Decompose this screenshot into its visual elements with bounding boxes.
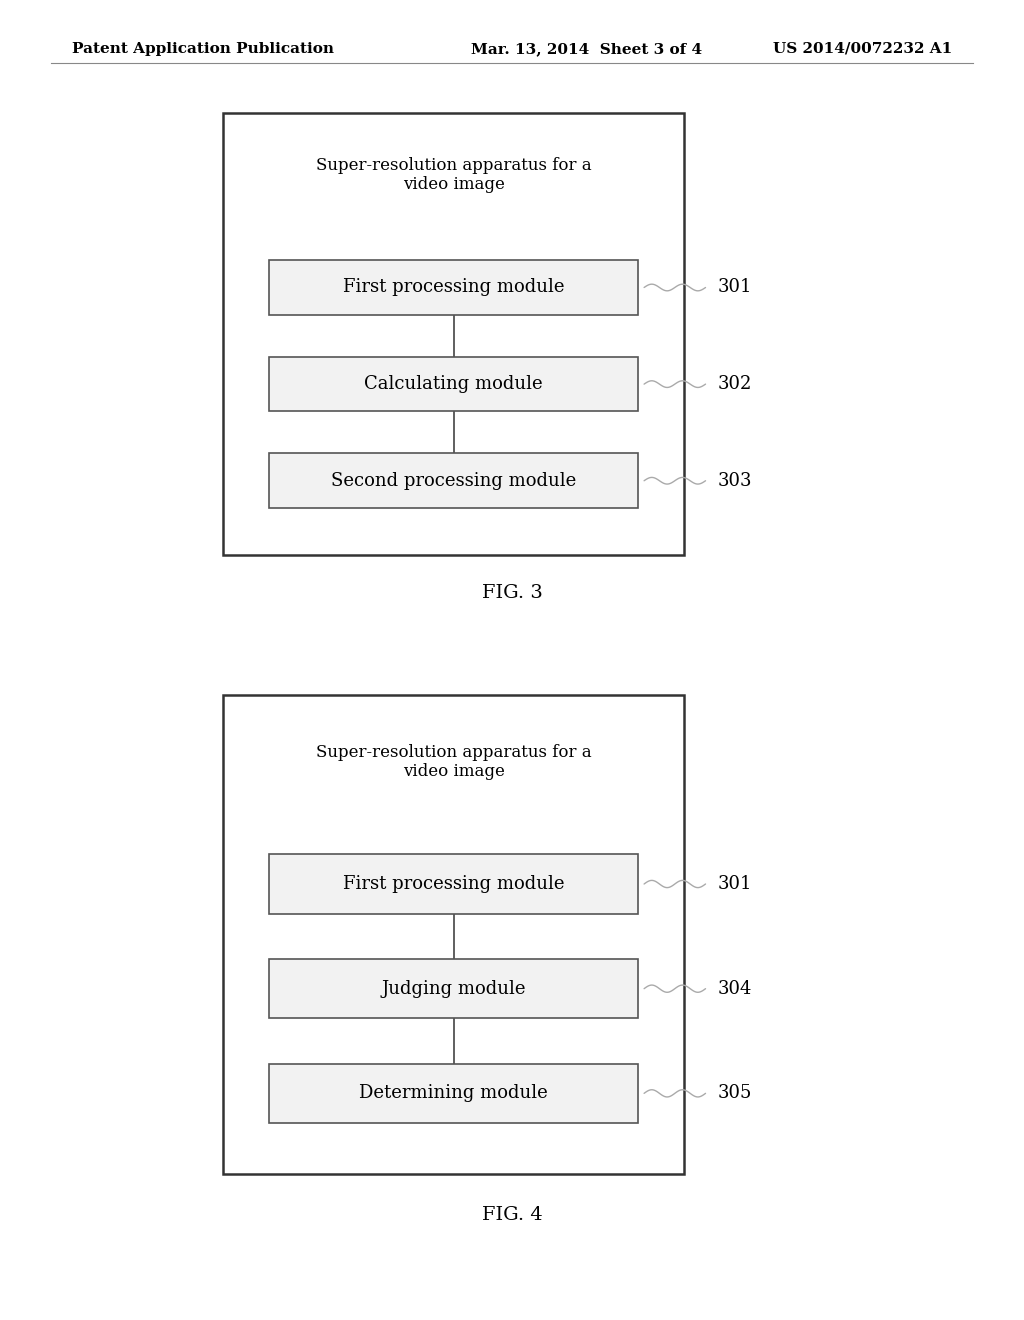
Text: First processing module: First processing module	[343, 279, 564, 297]
Text: 303: 303	[718, 471, 753, 490]
FancyBboxPatch shape	[269, 454, 638, 508]
FancyBboxPatch shape	[269, 356, 638, 412]
Text: Patent Application Publication: Patent Application Publication	[72, 42, 334, 55]
Text: 301: 301	[718, 875, 753, 894]
Text: 305: 305	[718, 1084, 753, 1102]
Text: Judging module: Judging module	[381, 979, 526, 998]
Text: 302: 302	[718, 375, 753, 393]
Text: FIG. 4: FIG. 4	[481, 1206, 543, 1224]
Text: Super-resolution apparatus for a
video image: Super-resolution apparatus for a video i…	[315, 744, 592, 780]
Text: First processing module: First processing module	[343, 875, 564, 894]
Text: US 2014/0072232 A1: US 2014/0072232 A1	[773, 42, 952, 55]
FancyBboxPatch shape	[269, 1064, 638, 1123]
Text: FIG. 3: FIG. 3	[481, 585, 543, 602]
FancyBboxPatch shape	[223, 696, 684, 1173]
Text: Determining module: Determining module	[359, 1084, 548, 1102]
FancyBboxPatch shape	[269, 260, 638, 315]
FancyBboxPatch shape	[223, 114, 684, 556]
Text: Second processing module: Second processing module	[331, 471, 577, 490]
Text: Mar. 13, 2014  Sheet 3 of 4: Mar. 13, 2014 Sheet 3 of 4	[471, 42, 702, 55]
Text: 304: 304	[718, 979, 753, 998]
FancyBboxPatch shape	[269, 960, 638, 1018]
FancyBboxPatch shape	[269, 854, 638, 913]
Text: Super-resolution apparatus for a
video image: Super-resolution apparatus for a video i…	[315, 157, 592, 193]
Text: 301: 301	[718, 279, 753, 297]
Text: Calculating module: Calculating module	[365, 375, 543, 393]
